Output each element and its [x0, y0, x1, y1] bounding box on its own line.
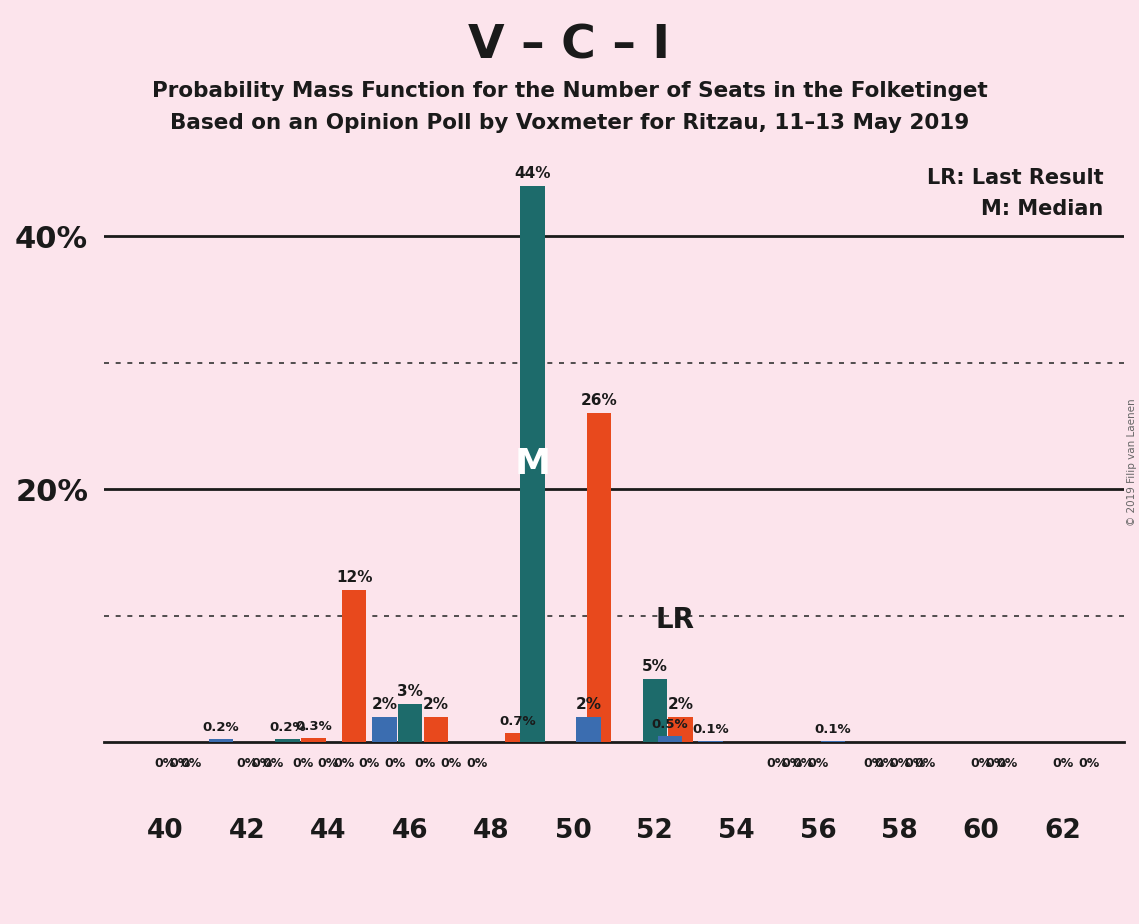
Bar	[576, 717, 600, 742]
Text: 0%: 0%	[441, 757, 461, 770]
Text: 0.1%: 0.1%	[693, 723, 729, 736]
Text: 12%: 12%	[336, 570, 372, 585]
Bar	[505, 733, 530, 742]
Bar	[276, 739, 300, 742]
Bar	[669, 717, 693, 742]
Bar	[521, 186, 544, 742]
Bar	[657, 736, 682, 742]
Bar	[698, 741, 723, 742]
Text: M: M	[515, 447, 550, 480]
Text: 0.1%: 0.1%	[814, 723, 852, 736]
Text: © 2019 Filip van Laenen: © 2019 Filip van Laenen	[1126, 398, 1137, 526]
Text: 2%: 2%	[423, 697, 449, 711]
Text: 0%: 0%	[970, 757, 992, 770]
Text: 2%: 2%	[371, 697, 398, 711]
Text: 0%: 0%	[863, 757, 885, 770]
Text: LR: LR	[656, 606, 695, 635]
Text: 0%: 0%	[384, 757, 405, 770]
Text: 0%: 0%	[236, 757, 257, 770]
Text: 0%: 0%	[767, 757, 788, 770]
Text: 0%: 0%	[359, 757, 380, 770]
Text: 0%: 0%	[915, 757, 936, 770]
Text: 0%: 0%	[904, 757, 925, 770]
Text: 0%: 0%	[1077, 757, 1099, 770]
Bar	[587, 413, 612, 742]
Text: 0%: 0%	[466, 757, 487, 770]
Text: 44%: 44%	[514, 165, 550, 180]
Text: 0%: 0%	[292, 757, 313, 770]
Text: 3%: 3%	[398, 684, 423, 699]
Text: 0%: 0%	[874, 757, 895, 770]
Text: 2%: 2%	[667, 697, 694, 711]
Text: 0%: 0%	[1052, 757, 1073, 770]
Text: 0.7%: 0.7%	[499, 715, 535, 728]
Bar	[208, 739, 233, 742]
Bar	[424, 717, 448, 742]
Text: 0%: 0%	[155, 757, 175, 770]
Text: 0%: 0%	[415, 757, 436, 770]
Text: Probability Mass Function for the Number of Seats in the Folketinget: Probability Mass Function for the Number…	[151, 81, 988, 102]
Text: 0%: 0%	[170, 757, 191, 770]
Text: Based on an Opinion Poll by Voxmeter for Ritzau, 11–13 May 2019: Based on an Opinion Poll by Voxmeter for…	[170, 113, 969, 133]
Text: 0.5%: 0.5%	[652, 718, 688, 731]
Text: V – C – I: V – C – I	[468, 23, 671, 68]
Text: 0%: 0%	[808, 757, 829, 770]
Text: 26%: 26%	[581, 394, 617, 408]
Text: 0%: 0%	[793, 757, 813, 770]
Text: 0%: 0%	[318, 757, 339, 770]
Bar	[342, 590, 367, 742]
Text: 0.2%: 0.2%	[269, 722, 306, 735]
Bar	[372, 717, 396, 742]
Text: 5%: 5%	[642, 659, 667, 674]
Text: LR: Last Result: LR: Last Result	[927, 168, 1104, 188]
Text: 0%: 0%	[180, 757, 202, 770]
Bar	[642, 679, 667, 742]
Text: 0%: 0%	[781, 757, 803, 770]
Text: 0.3%: 0.3%	[295, 720, 331, 733]
Text: 0%: 0%	[985, 757, 1007, 770]
Text: 2%: 2%	[575, 697, 601, 711]
Text: 0%: 0%	[997, 757, 1017, 770]
Bar	[821, 741, 845, 742]
Text: 0.2%: 0.2%	[203, 722, 239, 735]
Text: 0%: 0%	[252, 757, 272, 770]
Text: 0%: 0%	[262, 757, 284, 770]
Text: M: Median: M: Median	[982, 199, 1104, 219]
Bar	[398, 704, 423, 742]
Text: 0%: 0%	[890, 757, 910, 770]
Text: 0%: 0%	[333, 757, 354, 770]
Bar	[301, 738, 326, 742]
